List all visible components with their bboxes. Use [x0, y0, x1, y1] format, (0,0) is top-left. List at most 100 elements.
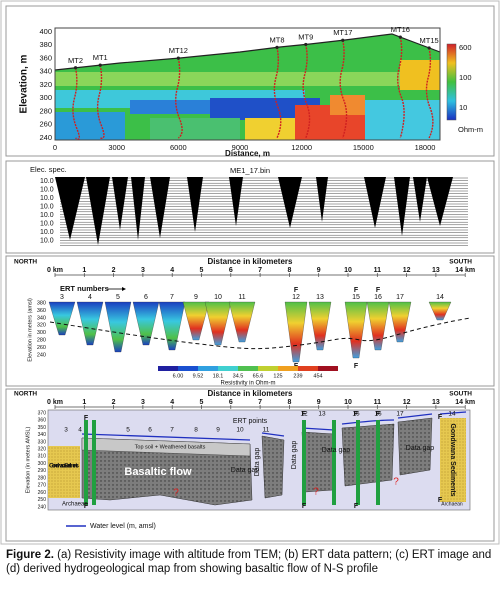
km-tick-label: 2 [112, 399, 116, 406]
data-gap-label: Data gap [254, 448, 261, 477]
ert-number: 12 [292, 294, 300, 301]
km-tick-label: 6 [229, 399, 233, 406]
ert-number: 9 [194, 294, 198, 301]
colorbar-label: 34.5 [233, 373, 244, 379]
station-label: MT9 [298, 32, 313, 41]
ert-title: ERT points [233, 418, 268, 425]
station-log [273, 47, 282, 139]
row-label: 10.0 [40, 220, 54, 227]
km-tick-label: 11 [374, 399, 382, 406]
ert-section [204, 301, 232, 346]
y-tick-label: 340 [37, 315, 46, 321]
left-label: Elec. spec. [30, 165, 67, 174]
row-label: 10.0 [40, 186, 54, 193]
fault-label: F [84, 415, 89, 422]
data-wedge [316, 177, 328, 222]
ert-number: 14 [436, 294, 444, 301]
colorbar-swatch [258, 366, 278, 371]
ert-arrowhead [122, 287, 126, 291]
station-log [397, 36, 405, 139]
colorbar-swatch [198, 366, 218, 371]
ert-section [228, 301, 256, 343]
ert-number: 17 [396, 294, 404, 301]
colorbar-label: 100 [459, 73, 472, 82]
km-tick-label: 4 [170, 267, 174, 274]
km-tick-label: 0 km [47, 399, 63, 406]
km-tick-label: 10 [344, 267, 352, 274]
ert-number: 12 [300, 411, 308, 418]
y-tick-label: 380 [37, 300, 46, 306]
y-tick-label: 290 [38, 468, 47, 474]
station-label: MT8 [270, 35, 285, 44]
ert-number: 9 [216, 427, 220, 434]
top-soil-label: Top soil + Weathered basalts [135, 444, 206, 450]
water-level-d [81, 411, 467, 441]
y-tick-label: 320 [37, 323, 46, 329]
north-label: NORTH [14, 391, 37, 398]
x-tick-label: 18000 [415, 143, 436, 152]
y-tick-label: 270 [38, 483, 47, 489]
basalt-label: Basaltic flow [124, 466, 192, 478]
colorbar-a [446, 43, 457, 121]
y-axis-label: Elevation (in meters AMSL) [25, 427, 31, 494]
y-axis-label: Elevation in meters (amsl) [27, 298, 33, 362]
station-label: MT16 [391, 25, 410, 34]
station-marker [275, 45, 279, 49]
data-wedge [112, 177, 128, 230]
ert-number: 16 [374, 294, 382, 301]
gondwana-right [440, 418, 466, 502]
ert-number: 3 [64, 427, 68, 434]
station-marker [398, 35, 402, 39]
data-gap-label: Data gap [406, 445, 435, 452]
colorbar-label: 10 [459, 103, 467, 112]
caption-text: (a) Resistivity image with altitude from… [6, 549, 492, 575]
y-tick-label: 380 [39, 40, 52, 49]
distance-label: Distance in kilometers [208, 389, 293, 398]
fault-label: F [354, 503, 359, 510]
km-tick-label: 8 [287, 267, 291, 274]
y-axis-label: Elevation, m [19, 54, 30, 113]
x-tick-label: 3000 [108, 143, 125, 152]
y-tick-label: 260 [37, 345, 46, 351]
y-tick-label: 300 [39, 93, 52, 102]
km-tick-label: 10 [344, 399, 352, 406]
station-label: MT12 [169, 46, 188, 55]
ert-number: 6 [148, 427, 152, 434]
station-log [339, 40, 348, 139]
station-log [96, 64, 105, 139]
colorbar-label: 6.00 [173, 373, 184, 379]
colorbar-label: 600 [459, 43, 472, 52]
colorbar-swatch [158, 366, 178, 371]
station-log [425, 47, 434, 139]
y-tick-label: 300 [37, 330, 46, 336]
km-tick-label: 4 [170, 399, 174, 406]
data-wedge [187, 177, 203, 232]
fault-zone [332, 420, 336, 505]
y-tick-label: 260 [39, 120, 52, 129]
gondwana-label: Gondwana Sediments [449, 423, 456, 496]
ert-number: 10 [236, 427, 244, 434]
km-tick-label: 1 [82, 399, 86, 406]
ert-number: 13 [318, 411, 326, 418]
resistivity-cell [55, 112, 125, 140]
station-log [72, 67, 81, 140]
data-wedge [229, 177, 243, 226]
colorbar-swatch [178, 366, 198, 371]
ert-number: 11 [238, 294, 245, 301]
unknown-mark: ? [393, 477, 399, 488]
data-wedge [150, 177, 170, 238]
fault-label: F [376, 287, 381, 294]
ert-number: 17 [396, 411, 404, 418]
file-name: ME1_17.bin [230, 166, 270, 175]
x-axis-label: Distance, m [225, 149, 270, 158]
data-wedge [131, 177, 145, 240]
km-tick-label: 14 km [455, 399, 475, 406]
plot-a-frame [54, 27, 441, 141]
km-tick-label: 7 [258, 267, 262, 274]
y-tick-label: 320 [38, 446, 47, 452]
y-tick-label: 300 [38, 461, 47, 467]
km-tick-label: 13 [432, 399, 440, 406]
fault-label: F [376, 411, 381, 418]
ert-section [158, 301, 186, 351]
data-wedge [413, 177, 427, 222]
